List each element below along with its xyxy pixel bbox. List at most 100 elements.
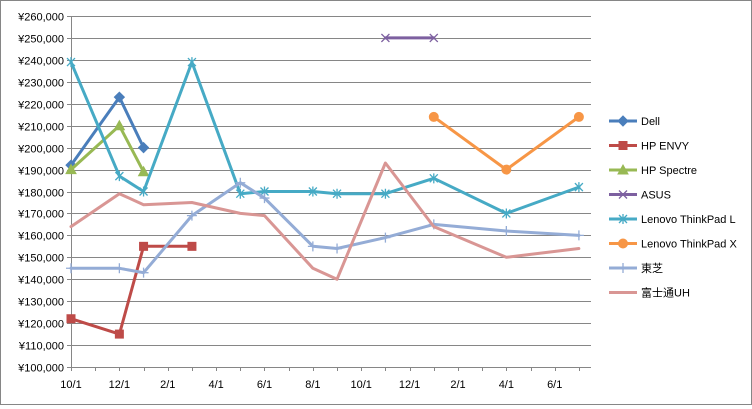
data-point (380, 33, 390, 43)
legend-entry-4: Lenovo ThinkPad L (609, 214, 736, 226)
y-tick-label: ¥140,000 (17, 275, 64, 287)
data-point (114, 171, 124, 182)
x-tick-label: 4/1 (499, 379, 514, 391)
legend-label: Lenovo ThinkPad X (641, 239, 737, 251)
data-point (307, 241, 318, 252)
data-point (137, 141, 150, 154)
data-point (139, 241, 149, 251)
legend-marker (618, 141, 628, 150)
legend-marker (618, 263, 628, 273)
legend-marker (617, 163, 629, 175)
legend-label: Lenovo ThinkPad L (641, 214, 736, 226)
data-point (114, 263, 125, 274)
axes (67, 16, 591, 371)
data-point (501, 164, 512, 175)
data-point (501, 208, 511, 219)
legend-marker (618, 190, 628, 199)
data-point (428, 111, 439, 122)
legend-label: Dell (641, 116, 660, 128)
y-tick-label: ¥260,000 (17, 12, 64, 24)
x-tick-label: 8/1 (305, 379, 320, 391)
data-point (573, 111, 584, 122)
y-axis-tick-labels: ¥100,000 ¥110,000 ¥120,000 ¥130,000 ¥140,000… (17, 12, 64, 375)
legend-marker (618, 214, 628, 224)
data-point (429, 33, 439, 43)
y-tick-label: ¥120,000 (17, 319, 64, 331)
x-tick-label: 6/1 (547, 379, 562, 391)
x-tick-label: 2/1 (160, 379, 175, 391)
data-point (137, 165, 150, 177)
data-point (138, 267, 149, 278)
series-line (69, 95, 146, 167)
legend-label: 東芝 (641, 262, 663, 275)
y-tick-label: ¥230,000 (17, 78, 64, 90)
y-tick-label: ¥180,000 (17, 188, 64, 200)
y-tick-label: ¥160,000 (17, 231, 64, 243)
y-tick-label: ¥210,000 (17, 122, 64, 134)
series-lines (65, 33, 584, 339)
y-tick-label: ¥150,000 (17, 253, 64, 265)
legend-entry-7: 富士通UH (609, 286, 690, 300)
data-point (113, 91, 126, 103)
series-7 (69, 161, 581, 281)
data-point (429, 173, 439, 184)
x-tick-label: 4/1 (208, 379, 223, 391)
series-2 (65, 119, 150, 177)
legend-entry-0: Dell (609, 115, 660, 128)
legend-entry-3: ASUS (609, 190, 671, 202)
legend-label: HP ENVY (641, 141, 690, 153)
y-tick-label: ¥250,000 (17, 34, 64, 46)
legend-label: ASUS (641, 190, 671, 202)
series-line (69, 60, 581, 215)
y-tick-label: ¥130,000 (17, 297, 64, 309)
x-tick-label: 6/1 (257, 379, 272, 391)
y-tick-label: ¥170,000 (17, 209, 64, 221)
data-point (66, 57, 76, 68)
data-point (187, 241, 197, 251)
data-point (186, 210, 197, 221)
x-tick-label: 2/1 (450, 379, 465, 391)
legend-label: HP Spectre (641, 165, 697, 177)
data-point (187, 57, 197, 68)
series-6 (66, 177, 584, 278)
data-point (66, 263, 76, 274)
data-point (573, 230, 584, 241)
legend-entry-6: 東芝 (609, 262, 663, 275)
series-5 (428, 111, 584, 175)
data-point (235, 188, 245, 199)
y-tick-label: ¥190,000 (17, 166, 64, 178)
legend-entry-5: Lenovo ThinkPad X (609, 238, 737, 251)
y-tick-label: ¥200,000 (17, 144, 64, 156)
data-point (259, 193, 270, 204)
data-point (65, 163, 77, 175)
y-tick-label: ¥220,000 (17, 100, 64, 112)
data-point (139, 186, 149, 197)
y-tick-label: ¥240,000 (17, 56, 64, 68)
legend-entry-2: HP Spectre (609, 163, 697, 177)
data-point (113, 119, 126, 131)
series-line (69, 244, 194, 336)
data-point (332, 243, 343, 254)
data-point (235, 177, 246, 188)
data-point (501, 225, 512, 236)
legend: Dell HP ENVY HP Spectre ASUS Lenovo ThinkPad… (609, 115, 737, 300)
data-point (66, 314, 76, 324)
y-tick-label: ¥110,000 (18, 341, 64, 353)
legend-marker (618, 238, 628, 249)
data-point (114, 329, 124, 339)
series-line (432, 115, 581, 172)
data-point (574, 182, 584, 193)
series-3 (380, 33, 439, 43)
series-4 (66, 57, 584, 219)
x-tick-label: 12/1 (109, 379, 130, 391)
data-point (308, 186, 318, 197)
legend-label: 富士通UH (641, 286, 690, 300)
data-point (380, 232, 391, 243)
y-tick-label: ¥100,000 (17, 363, 64, 375)
legend-entry-1: HP ENVY (609, 141, 690, 153)
x-tick-label: 10/1 (60, 379, 81, 391)
legend-marker (617, 115, 629, 127)
data-point (332, 188, 342, 199)
series-line (69, 161, 581, 281)
